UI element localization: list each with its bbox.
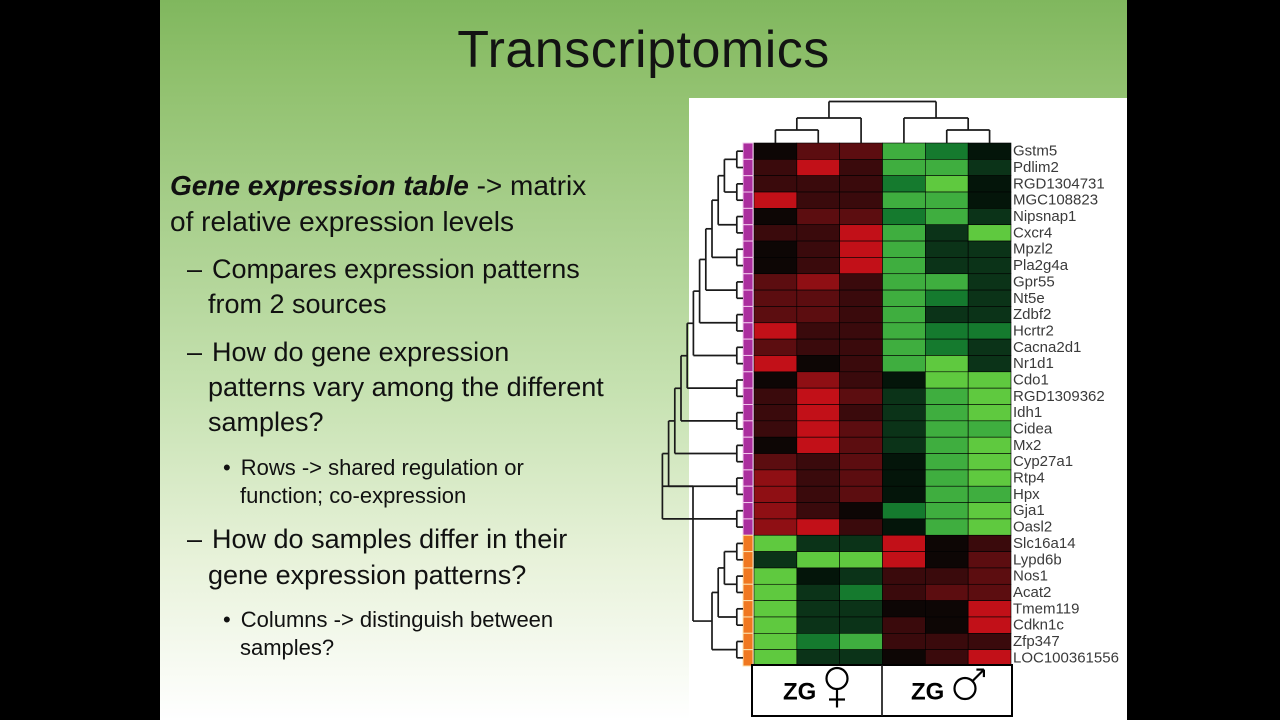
- svg-text:Oasl2: Oasl2: [1013, 519, 1052, 536]
- svg-text:Lypd6b: Lypd6b: [1013, 551, 1062, 568]
- svg-text:Idh1: Idh1: [1013, 404, 1042, 421]
- svg-text:Mx2: Mx2: [1013, 437, 1041, 454]
- svg-text:Zfp347: Zfp347: [1013, 633, 1060, 650]
- svg-text:Cdo1: Cdo1: [1013, 371, 1049, 388]
- svg-text:ZG: ZG: [911, 679, 944, 706]
- svg-text:Cyp27a1: Cyp27a1: [1013, 453, 1073, 470]
- svg-text:Cacna2d1: Cacna2d1: [1013, 339, 1081, 356]
- svg-text:Pla2g4a: Pla2g4a: [1013, 257, 1069, 274]
- svg-text:Hcrtr2: Hcrtr2: [1013, 322, 1054, 339]
- svg-text:Pdlim2: Pdlim2: [1013, 159, 1059, 176]
- svg-text:Nipsnap1: Nipsnap1: [1013, 208, 1076, 225]
- svg-text:RGD1304731: RGD1304731: [1013, 175, 1105, 192]
- svg-text:Cidea: Cidea: [1013, 421, 1053, 438]
- svg-text:Mpzl2: Mpzl2: [1013, 241, 1053, 258]
- svg-text:Gja1: Gja1: [1013, 502, 1045, 519]
- svg-text:Acat2: Acat2: [1013, 584, 1051, 601]
- svg-text:Gpr55: Gpr55: [1013, 273, 1055, 290]
- svg-text:Tmem119: Tmem119: [1013, 600, 1079, 617]
- svg-text:Zdbf2: Zdbf2: [1013, 306, 1051, 323]
- svg-text:LOC100361556: LOC100361556: [1013, 649, 1119, 666]
- svg-text:Cdkn1c: Cdkn1c: [1013, 617, 1064, 634]
- svg-text:Nr1d1: Nr1d1: [1013, 355, 1054, 372]
- svg-text:Gstm5: Gstm5: [1013, 143, 1057, 160]
- svg-text:Hpx: Hpx: [1013, 486, 1040, 503]
- svg-text:RGD1309362: RGD1309362: [1013, 388, 1105, 405]
- svg-text:ZG: ZG: [783, 679, 816, 706]
- svg-text:Nos1: Nos1: [1013, 568, 1048, 585]
- svg-text:Slc16a14: Slc16a14: [1013, 535, 1076, 552]
- svg-text:Cxcr4: Cxcr4: [1013, 224, 1052, 241]
- svg-text:Rtp4: Rtp4: [1013, 470, 1045, 487]
- svg-text:MGC108823: MGC108823: [1013, 192, 1098, 209]
- svg-text:Nt5e: Nt5e: [1013, 290, 1045, 307]
